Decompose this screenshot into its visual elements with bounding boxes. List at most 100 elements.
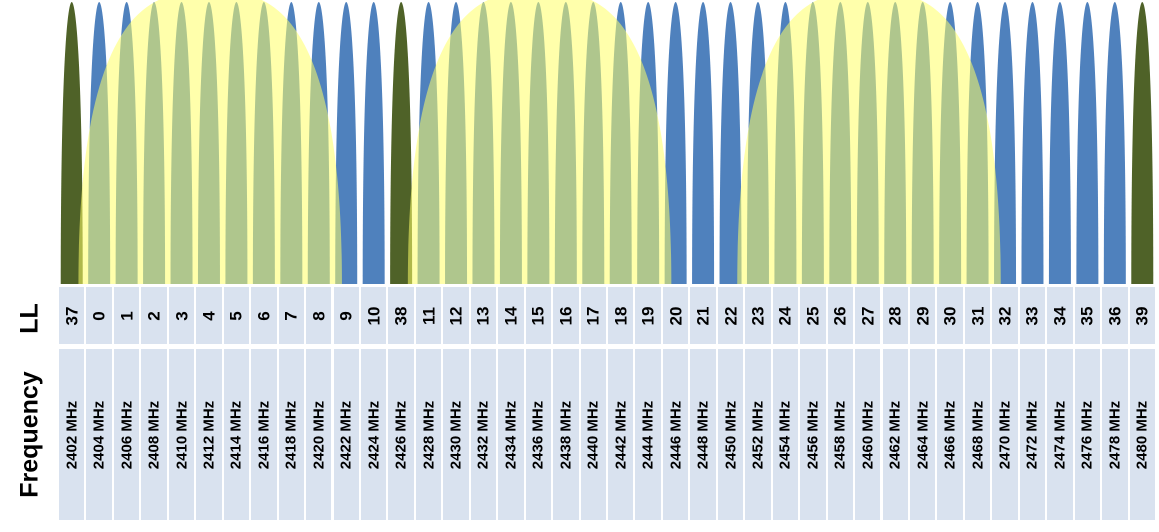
frequency-cell: 2452 MHz [745,349,771,520]
ll-channel-number: 20 [666,306,686,325]
ll-cell: 13 [470,287,497,344]
ll-cell: 31 [964,287,991,344]
advertising-channel-lobe [60,2,83,284]
ll-cell: 4 [196,287,222,344]
frequency-cell: 2444 MHz [635,349,661,520]
frequency-cell: 2406 MHz [113,349,140,520]
frequency-cell: 2410 MHz [168,349,195,520]
frequency-cell: 2422 MHz [333,349,359,520]
ll-cell: 32 [992,287,1018,344]
frequency-value: 2458 MHz [831,400,849,469]
frequency-cell: 2458 MHz [827,349,854,520]
frequency-value: 2474 MHz [1051,400,1069,469]
ll-cell: 5 [223,287,250,344]
frequency-cell: 2460 MHz [855,349,881,520]
frequency-cell: 2432 MHz [470,349,497,520]
frequency-value: 2406 MHz [118,400,136,469]
data-channel-lobe [1103,2,1126,284]
frequency-value: 2462 MHz [886,400,904,469]
data-channel-lobe [1048,2,1071,284]
ll-channel-number: 32 [995,306,1015,325]
ll-channel-number: 19 [638,306,658,325]
frequency-cell: 2472 MHz [1019,349,1046,520]
ll-cell: 34 [1047,287,1073,344]
ll-cell: 7 [278,287,305,344]
ll-channel-number: 9 [336,310,356,321]
ll-channel-number: 31 [968,306,988,325]
ll-cell: 6 [251,287,277,344]
frequency-cell: 2438 MHz [553,349,579,520]
ll-channel-number: 5 [226,310,246,321]
ll-channel-number: 11 [419,306,439,325]
frequency-value: 2442 MHz [612,400,630,469]
frequency-value: 2476 MHz [1078,400,1096,469]
frequency-value: 2412 MHz [200,400,218,469]
frequency-cell: 2430 MHz [443,349,469,520]
frequency-value: 2450 MHz [722,400,740,469]
data-channel-lobe [719,2,742,284]
ll-cell: 18 [608,287,634,344]
ll-channel-number: 33 [1022,306,1042,325]
ll-channel-number: 36 [1105,306,1125,325]
ll-channel-number: 29 [913,306,933,325]
ll-channel-number: 27 [858,306,878,325]
ll-cell: 15 [525,287,552,344]
frequency-value: 2470 MHz [996,400,1014,469]
frequency-value: 2424 MHz [365,400,383,469]
frequency-value: 2454 MHz [776,400,794,469]
ll-channel-number: 23 [748,306,768,325]
ll-channel-number: 4 [199,310,219,321]
frequency-value: 2440 MHz [584,400,602,469]
channel-spectrum-diagram [60,0,1154,284]
ll-channel-number: 17 [583,306,603,325]
wifi-channel-overlay [737,0,1001,284]
data-channel-lobe [335,2,358,284]
ll-channel-number: 22 [721,306,741,325]
ll-channel-number: 25 [803,306,823,325]
frequency-value: 2420 MHz [310,400,328,469]
frequency-value: 2446 MHz [667,400,685,469]
frequency-cell: 2428 MHz [415,349,442,520]
frequency-value: 2404 MHz [90,400,108,469]
frequency-value: 2438 MHz [557,400,575,469]
frequency-value: 2426 MHz [392,400,410,469]
frequency-cell: 2476 MHz [1074,349,1101,520]
ll-channel-number: 1 [117,310,137,321]
ll-channel-number: 12 [446,306,466,325]
frequency-cell: 2448 MHz [690,349,716,520]
frequency-value: 2468 MHz [969,400,987,469]
frequency-value: 2414 MHz [227,400,245,469]
ll-cell: 3 [168,287,195,344]
ll-cell: 30 [937,287,963,344]
ll-cell: 22 [717,287,744,344]
ll-channel-number: 8 [309,310,329,321]
data-channel-lobe [692,2,715,284]
frequency-cell: 2402 MHz [59,349,85,520]
ll-cell: 28 [882,287,908,344]
frequency-cell: 2478 MHz [1102,349,1128,520]
ll-channel-number: 38 [391,306,411,325]
ll-cell: 29 [909,287,936,344]
ll-cell: 11 [415,287,442,344]
ll-channel-number: 15 [528,306,548,325]
frequency-value: 2436 MHz [529,400,547,469]
ll-channel-number: 30 [940,306,960,325]
frequency-value: 2432 MHz [474,400,492,469]
frequency-value: 2408 MHz [145,400,163,469]
frequency-cell: 2474 MHz [1047,349,1073,520]
frequency-value: 2422 MHz [337,400,355,469]
ll-cell: 20 [662,287,689,344]
ll-channel-number: 35 [1077,306,1097,325]
frequency-cell: 2462 MHz [882,349,908,520]
frequency-cell: 2456 MHz [800,349,826,520]
frequency-value: 2480 MHz [1133,400,1151,469]
frequency-cell: 2440 MHz [580,349,606,520]
frequency-cell: 2434 MHz [498,349,524,520]
ll-channel-number: 34 [1050,306,1070,325]
data-channel-lobe [994,2,1017,284]
ll-channel-number: 2 [144,310,164,321]
ll-cell: 26 [827,287,854,344]
frequency-cell: 2414 MHz [223,349,250,520]
ll-cell: 37 [59,287,85,344]
ll-channel-number: 3 [172,310,192,321]
